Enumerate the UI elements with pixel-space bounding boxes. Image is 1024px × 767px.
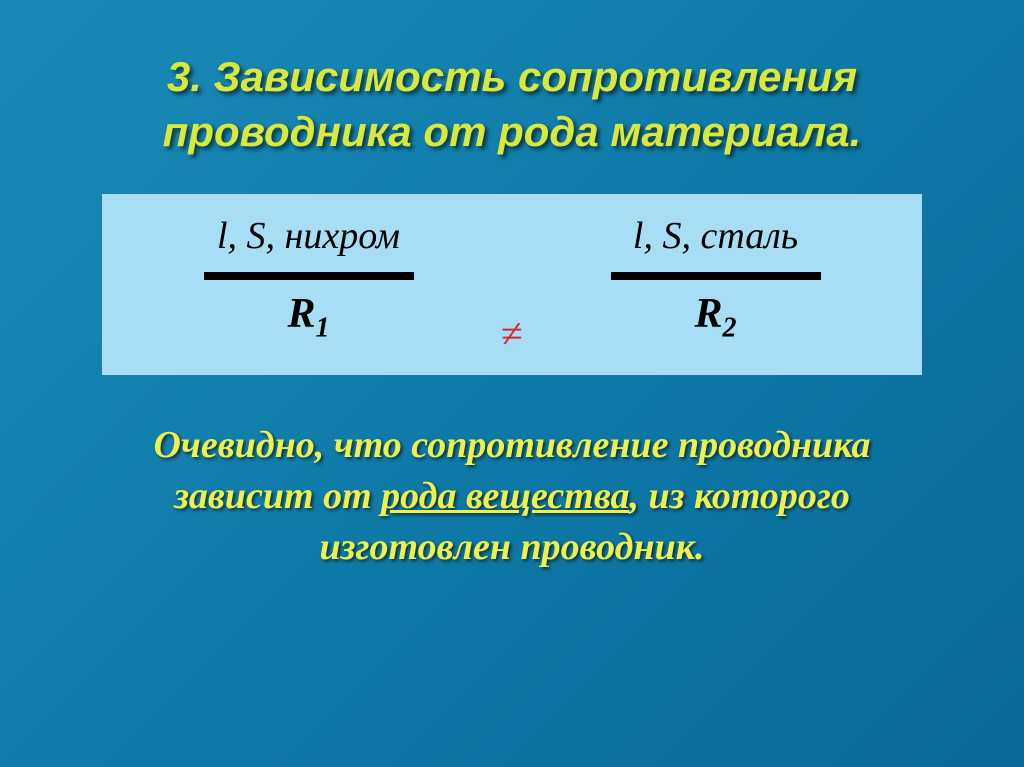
resistor-right: l, S, сталь R2: [549, 214, 882, 344]
slide-title: 3. Зависимость сопротивления проводника …: [80, 50, 944, 159]
resistor-left: l, S, нихром R1: [142, 214, 475, 344]
diagram-box: l, S, нихром R1 l, S, сталь R2 ≠: [102, 194, 922, 374]
left-params: l, S, нихром: [142, 214, 475, 258]
resistor-line-right: [611, 272, 821, 280]
right-r-subscript: 2: [723, 313, 737, 344]
left-r-subscript: 1: [316, 313, 330, 344]
left-r-symbol: R: [287, 291, 315, 337]
not-equal-operator: ≠: [501, 310, 523, 357]
conclusion-underlined: рода вещества: [381, 475, 629, 517]
left-resistance-label: R1: [142, 290, 475, 344]
conclusion-text: Очевидно, что сопротивление проводника з…: [80, 420, 944, 574]
resistor-line-left: [204, 272, 414, 280]
right-r-symbol: R: [694, 291, 722, 337]
slide-container: 3. Зависимость сопротивления проводника …: [0, 0, 1024, 767]
right-params: l, S, сталь: [549, 214, 882, 258]
right-resistance-label: R2: [549, 290, 882, 344]
